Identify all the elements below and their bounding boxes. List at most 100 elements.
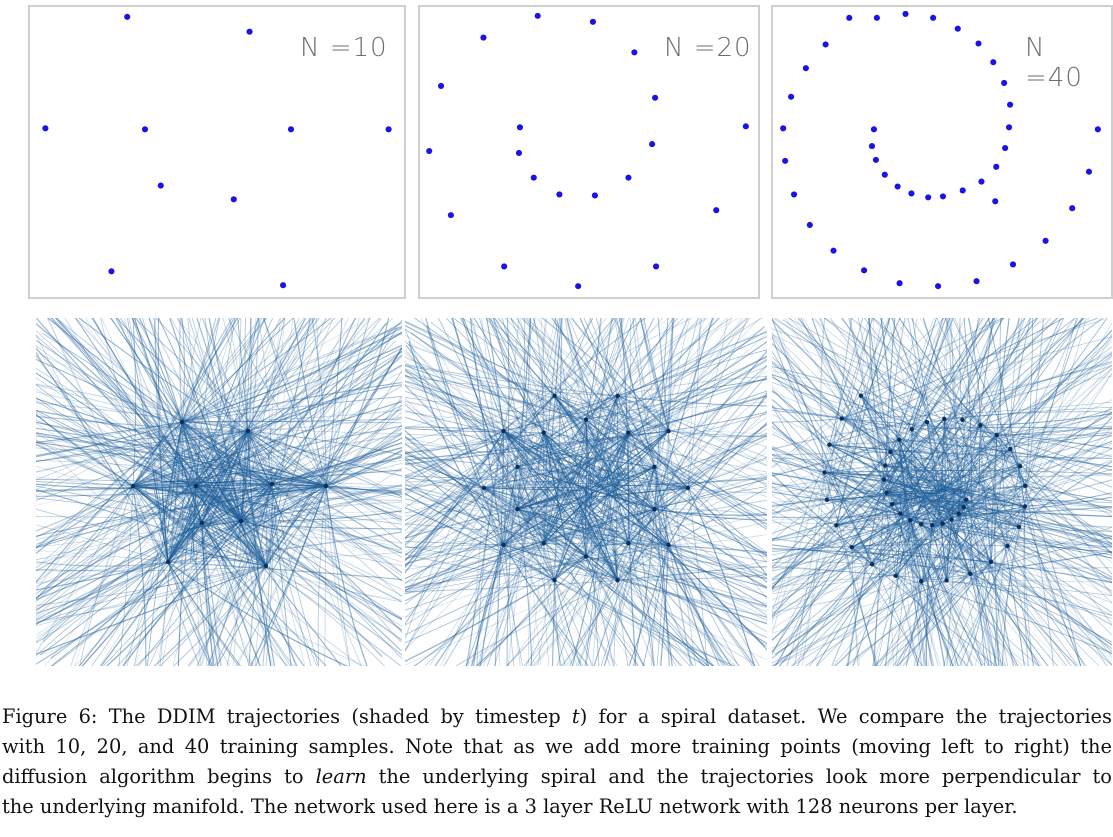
trajectory-line (256, 483, 273, 501)
trajectory-line (517, 466, 808, 638)
sample-point (437, 82, 445, 89)
trajectory-endpoint (666, 428, 671, 434)
trajectory-line (543, 432, 741, 668)
trajectory-line (398, 353, 587, 421)
trajectory-line (181, 421, 240, 511)
trajectory-line (172, 452, 273, 485)
trajectory-line (628, 542, 781, 640)
trajectory-line (22, 421, 183, 614)
trajectory-line (554, 479, 585, 581)
sample-point (822, 41, 829, 48)
caption-line-4: the underlying manifold. The network use… (2, 795, 1018, 818)
trajectory-line (1007, 545, 1113, 595)
trajectory-line (0, 485, 134, 515)
trajectory-line (890, 451, 1113, 548)
trajectory-line (271, 327, 392, 485)
sample-point (873, 14, 880, 21)
trajectory-line (836, 509, 948, 526)
trajectory-line (886, 492, 918, 520)
trajectory-line (212, 430, 249, 496)
trajectory-line (826, 499, 1113, 513)
trajectory-line (503, 470, 582, 546)
sample-point (1094, 126, 1101, 133)
trajectory-line (247, 430, 272, 460)
trajectory-line (410, 332, 655, 510)
trajectory-line (386, 508, 655, 671)
trajectory-line (794, 304, 886, 466)
trajectory-line (173, 430, 249, 501)
trajectory-line (167, 481, 209, 563)
trajectory-line (637, 430, 669, 467)
trajectory-line (980, 413, 1113, 426)
trajectory-line (585, 324, 790, 421)
trajectory-line (932, 524, 1113, 553)
trajectory-line (483, 487, 583, 492)
trajectory-endpoint (541, 430, 546, 435)
trajectory-line (920, 309, 1113, 582)
trajectory-line (132, 485, 176, 491)
trajectory-line (554, 395, 742, 695)
trajectory-line (403, 395, 555, 654)
trajectory-line (883, 478, 919, 497)
trajectory-line (926, 422, 957, 500)
trajectory-line (860, 395, 1113, 673)
trajectory-line (34, 351, 169, 563)
sample-point (896, 280, 903, 287)
sample-point (1069, 205, 1076, 212)
sample-point (516, 124, 524, 131)
scatter-panel-n40: N =40 (771, 5, 1113, 299)
sample-point (954, 25, 961, 32)
trajectory-line (195, 326, 400, 487)
trajectory-endpoint (949, 517, 954, 522)
trajectory-line (588, 466, 655, 507)
trajectory-line (586, 491, 618, 581)
trajectory-line (240, 520, 408, 630)
trajectory-line (654, 288, 698, 510)
trajectory-line (401, 432, 629, 655)
trajectory-line (687, 487, 710, 688)
trajectory-line (943, 418, 947, 505)
trajectory-line (580, 466, 655, 548)
trajectory-line (755, 339, 891, 453)
sample-point (480, 34, 487, 41)
trajectory-line (872, 537, 1113, 565)
trajectory-line (559, 486, 669, 546)
trajectory-line (933, 506, 952, 520)
trajectory-line (174, 550, 267, 567)
trajectory-endpoint (1022, 483, 1028, 488)
trajectory-plot-n20 (297, 207, 875, 782)
trajectory-line (962, 350, 1113, 421)
trajectory-line (198, 442, 242, 522)
trajectory-line (911, 429, 1052, 698)
trajectory-line (207, 430, 249, 478)
sample-point (530, 174, 537, 181)
trajectory-line (368, 508, 655, 602)
trajectory-line (824, 471, 949, 483)
trajectory-line (841, 362, 1113, 420)
sample-point (930, 14, 937, 21)
trajectory-line (538, 523, 669, 546)
trajectory-endpoint (193, 483, 199, 489)
trajectory-endpoint (994, 432, 999, 438)
trajectory-line (966, 499, 1113, 546)
scatter-plot-n40 (780, 10, 1101, 290)
trajectory-line (0, 485, 134, 545)
trajectory-line (253, 461, 327, 487)
trajectory-endpoint (552, 393, 557, 399)
sample-point (157, 182, 164, 189)
trajectory-line (585, 419, 766, 683)
trajectory-line (601, 491, 655, 510)
trajectory-line (778, 327, 873, 565)
sample-point (925, 194, 932, 201)
trajectory-line (543, 432, 564, 489)
trajectory-line (554, 395, 598, 441)
trajectory-line (202, 430, 249, 511)
trajectory-line (201, 392, 430, 524)
trajectory-line (0, 485, 134, 550)
trajectory-line (895, 575, 1113, 655)
trajectory-line (503, 430, 537, 460)
sample-point (713, 207, 720, 214)
trajectory-endpoint (179, 419, 185, 425)
trajectory-endpoint (940, 521, 945, 526)
trajectory-line (0, 561, 169, 624)
